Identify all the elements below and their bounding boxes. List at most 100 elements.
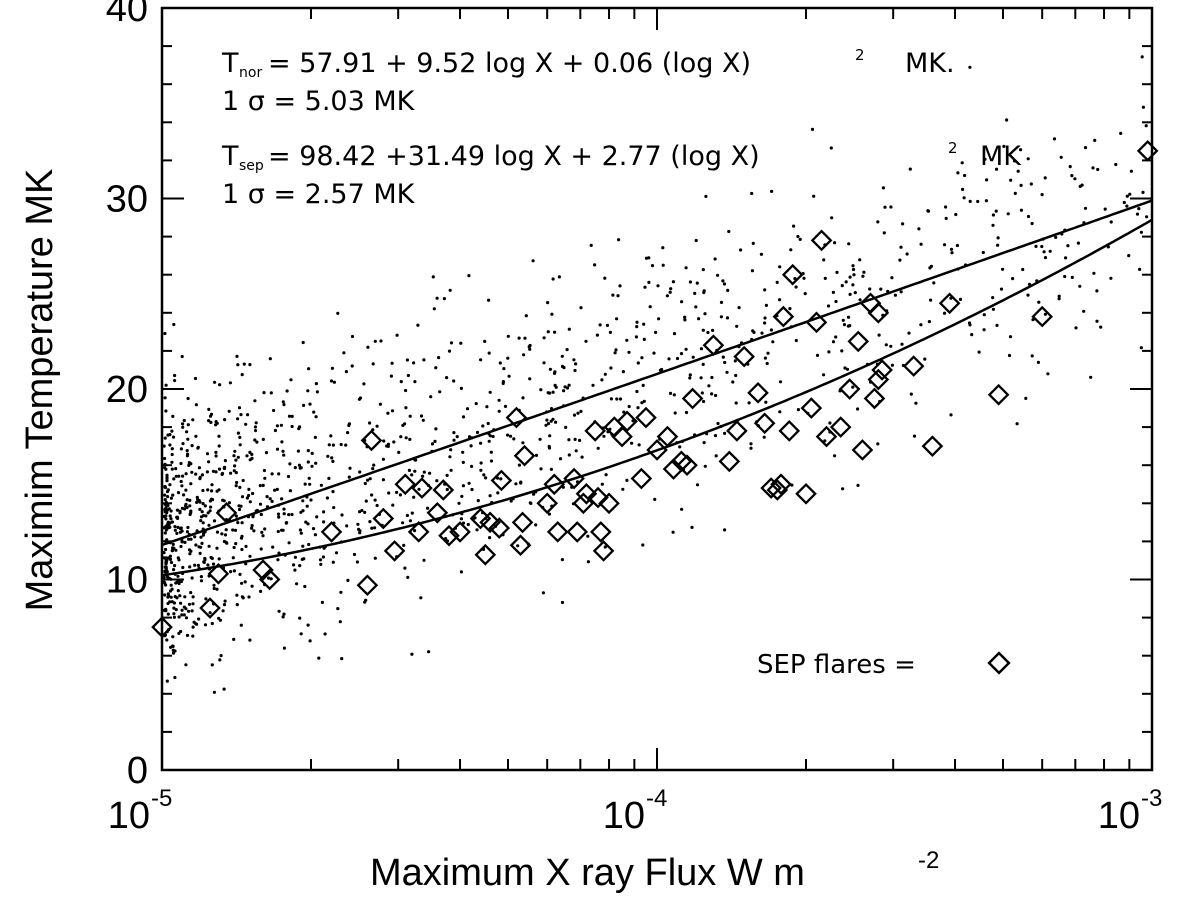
flare-dot [667, 357, 671, 361]
flare-dot [165, 538, 169, 542]
flare-dot [726, 288, 730, 292]
flare-dot [942, 311, 947, 315]
flare-dot [387, 491, 391, 495]
flare-dot [613, 351, 617, 355]
flare-dot [841, 318, 845, 322]
flare-dot [739, 248, 743, 252]
flare-dot [303, 584, 307, 589]
flare-dot [699, 376, 703, 380]
flare-dot [1096, 167, 1100, 172]
flare-dot [234, 514, 238, 518]
flare-dot [763, 321, 767, 325]
flare-dot [165, 479, 169, 483]
flare-dot [404, 436, 408, 440]
flare-dot [366, 345, 370, 349]
flare-dot [193, 563, 197, 567]
flare-dot [898, 258, 902, 262]
flare-dot [919, 323, 923, 327]
flare-dot [882, 231, 886, 235]
flare-dot [576, 411, 580, 415]
flare-dot [498, 361, 502, 365]
flare-dot [539, 388, 543, 392]
flare-dot [214, 423, 218, 427]
flare-dot [1057, 294, 1061, 298]
flare-dot [542, 361, 546, 365]
equation-annotations: T nor = 57.91 + 9.52 log X + 0.06 (log X… [221, 46, 1022, 210]
flare-dot [298, 528, 302, 532]
flare-dot [999, 287, 1004, 291]
sep-flare-diamond [584, 420, 606, 442]
flare-dot [171, 635, 175, 639]
flare-dot [1030, 354, 1034, 358]
flare-dot [769, 328, 774, 332]
flare-dot [700, 391, 704, 395]
flare-dot [193, 376, 198, 381]
flare-dot [1001, 267, 1005, 271]
flare-dot [168, 483, 172, 487]
sep-flare-diamond [505, 406, 528, 429]
sep-flare-diamond [681, 387, 704, 410]
flare-dot [1007, 353, 1012, 358]
flare-dot [250, 524, 254, 528]
flare-dot [963, 173, 967, 178]
flare-dot [232, 545, 236, 550]
flare-dot [270, 499, 274, 503]
flare-dot [245, 496, 249, 500]
flare-dot [199, 575, 203, 579]
flare-dot [329, 379, 334, 383]
flare-dot [734, 401, 738, 405]
flare-dot [229, 471, 233, 475]
flare-dot [273, 428, 277, 433]
x-tick-label: 10 -3 [1098, 785, 1163, 837]
fit-curve-nor [161, 199, 1153, 547]
flare-dot [640, 401, 644, 405]
flare-dot [164, 560, 168, 564]
flare-dot [734, 373, 738, 378]
flare-dot [164, 547, 168, 552]
flare-dot [240, 547, 244, 552]
flare-dot [166, 495, 170, 499]
flare-dot [644, 256, 649, 260]
flare-dot [551, 417, 555, 421]
flare-dot [459, 517, 463, 521]
flare-dot [833, 454, 837, 458]
sep-flare-diamond [252, 559, 274, 581]
flare-dot [173, 564, 177, 568]
flare-dot [447, 349, 452, 353]
flare-dot [288, 489, 292, 493]
flare-dot [389, 374, 393, 378]
flare-dot [338, 620, 342, 624]
flare-dot [461, 415, 466, 419]
flare-dot [304, 520, 308, 524]
flare-dot [544, 423, 548, 427]
flare-dot [547, 512, 552, 516]
flare-dot [212, 583, 216, 587]
flare-dot [292, 563, 296, 567]
flare-dot [810, 127, 815, 131]
flare-dot [1054, 235, 1058, 239]
flare-dot [217, 434, 221, 438]
flare-dot [392, 440, 396, 444]
flare-dot [231, 528, 235, 532]
flare-dot [679, 352, 684, 356]
flare-dot [171, 435, 176, 439]
flare-dot [181, 422, 185, 426]
flare-dot [826, 304, 831, 308]
flare-dot [165, 679, 169, 683]
flare-dot [170, 467, 174, 471]
sep-flare-diamond [726, 420, 748, 442]
flare-dot [1129, 169, 1133, 173]
flare-dot [282, 646, 286, 650]
flare-dot [314, 461, 318, 465]
flare-dot [445, 376, 449, 380]
flare-dot [259, 589, 263, 594]
flare-dot [368, 477, 372, 481]
flare-dot [344, 443, 348, 447]
flare-dot [218, 618, 222, 622]
flare-dot [362, 382, 366, 386]
flare-dot [217, 444, 221, 448]
flare-dot [185, 498, 189, 502]
flare-dot [221, 609, 225, 613]
flare-dot [574, 362, 578, 366]
flare-dot [370, 493, 374, 497]
